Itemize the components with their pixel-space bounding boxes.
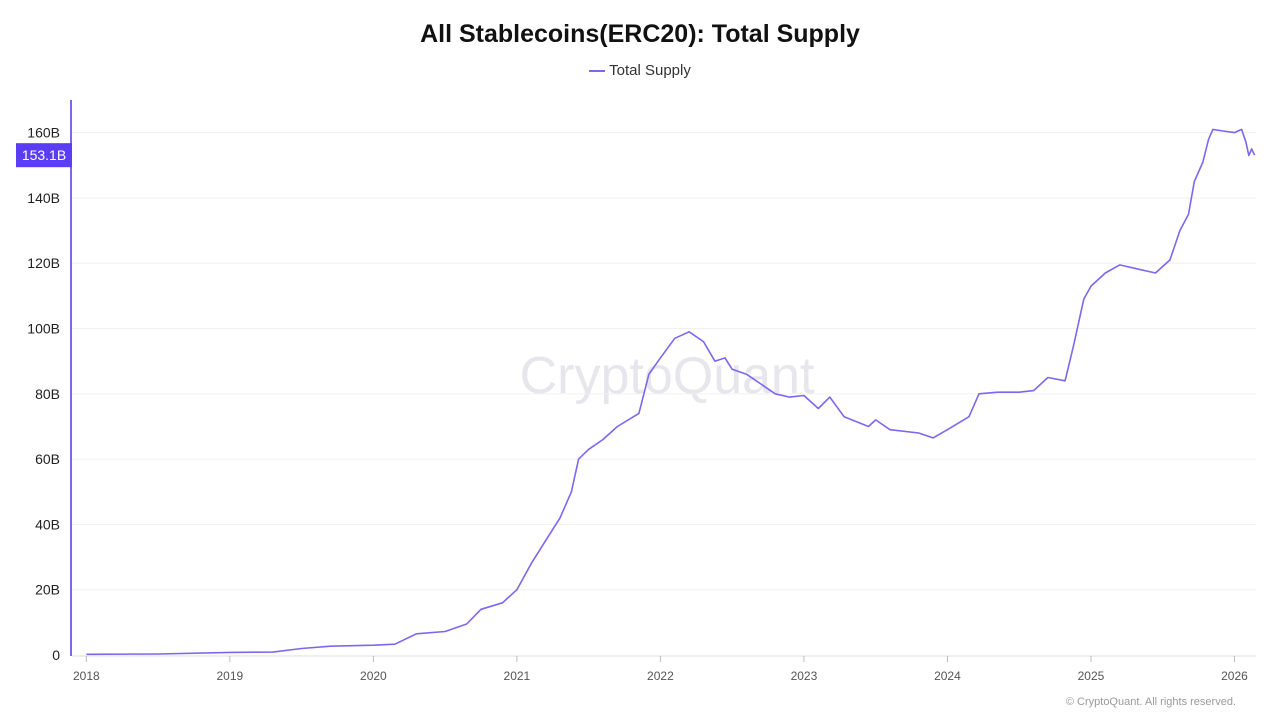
copyright-text: © CryptoQuant. All rights reserved. (1065, 696, 1236, 708)
chart-legend[interactable]: Total Supply (0, 62, 1280, 79)
y-tick-label: 60B (35, 451, 60, 467)
y-tick-label: 120B (27, 255, 60, 271)
x-tick-label: 2024 (934, 669, 961, 683)
x-tick-label: 2018 (73, 669, 100, 683)
y-tick-label: 160B (27, 125, 60, 141)
x-tick-label: 2023 (791, 669, 818, 683)
x-tick-label: 2025 (1078, 669, 1105, 683)
y-tick-label: 100B (27, 321, 60, 337)
current-value-label: 153.1B (22, 147, 66, 163)
legend-line-icon (589, 70, 606, 73)
legend-label: Total Supply (609, 62, 691, 79)
y-tick-label: 80B (35, 386, 60, 402)
x-tick-label: 2019 (217, 669, 244, 683)
series-line-total-supply (86, 128, 1256, 656)
x-tick-label: 2021 (504, 669, 531, 683)
x-tick-label: 2020 (360, 669, 387, 683)
watermark-text: CryptoQuant (520, 347, 815, 405)
y-tick-label: 20B (35, 582, 60, 598)
y-tick-label: 40B (35, 516, 60, 532)
x-tick-label: 2026 (1221, 669, 1248, 683)
current-value-badge (16, 143, 72, 168)
chart-title: All Stablecoins(ERC20): Total Supply (420, 20, 860, 48)
y-tick-label: 0 (52, 647, 60, 663)
y-tick-label: 140B (27, 190, 60, 206)
x-tick-label: 2022 (647, 669, 674, 683)
